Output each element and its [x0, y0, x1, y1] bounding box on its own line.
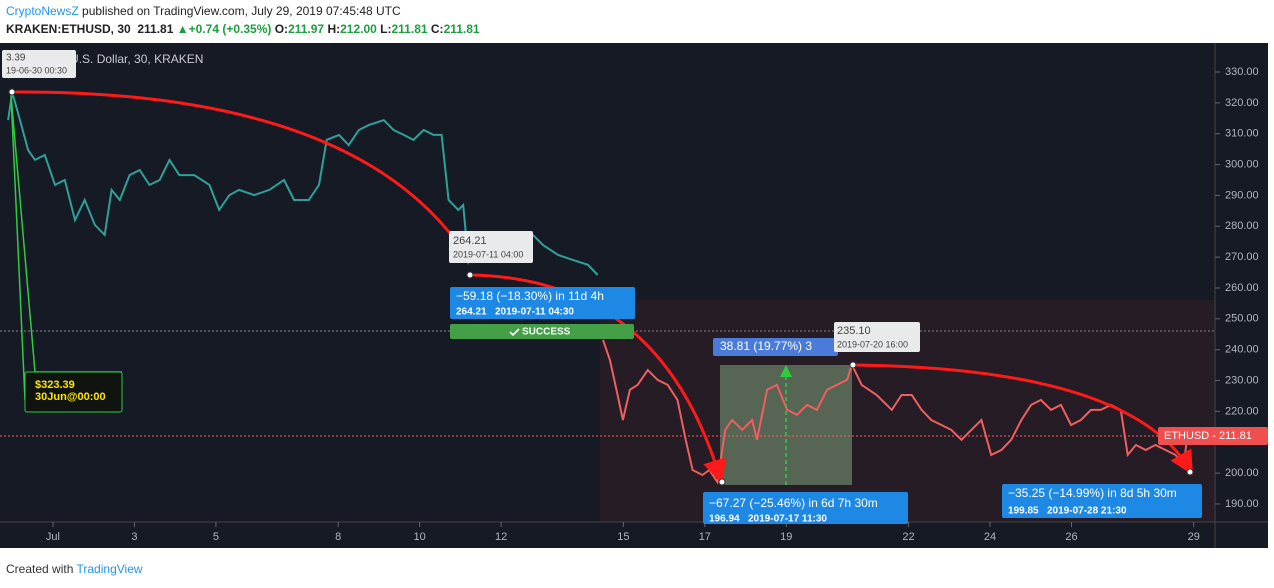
grid: 190.00200.00210.00220.00230.00240.00250.… [46, 66, 1259, 543]
y-tick-label: 200.00 [1225, 467, 1259, 479]
annotation-text: 19-06-30 00:30 [6, 65, 67, 75]
green-line [10, 94, 26, 401]
annotation-text: −59.18 (−18.30%) in 11d 4h [456, 289, 604, 303]
annotation-box [2, 50, 76, 78]
annotation-text: ETHUSD - 211.81 [1164, 430, 1252, 442]
y-tick-label: 260.00 [1225, 282, 1259, 294]
x-tick-label: 24 [984, 531, 996, 543]
y-tick-label: 290.00 [1225, 189, 1259, 201]
y-tick-label: 310.00 [1225, 128, 1259, 140]
point [718, 478, 726, 486]
x-tick-label: 29 [1188, 531, 1200, 543]
annotation-text: SUCCESS [522, 327, 571, 338]
point [466, 271, 474, 279]
ohlc-label: O: [274, 22, 289, 36]
footer-text: Created with [6, 562, 74, 576]
annotation-text: 235.10 [837, 325, 871, 337]
ohlc-value: 211.81 [443, 22, 480, 36]
ohlc-value: 211.97 [288, 22, 325, 36]
annotation-box [24, 371, 123, 413]
x-tick-label: Jul [46, 531, 60, 543]
header-quote: KRAKEN:ETHUSD, 30 211.81 ▲+0.74 (+0.35%)… [6, 22, 480, 36]
y-tick-label: 320.00 [1225, 97, 1259, 109]
annotation-box [834, 322, 920, 352]
annotation-text: 2019-07-17 11:30 [748, 514, 827, 525]
annotation-text: 30Jun@00:00 [35, 391, 106, 403]
red-arc [11, 90, 472, 264]
point [849, 361, 857, 369]
price: 211.81 [137, 22, 174, 36]
y-tick-label: 220.00 [1225, 405, 1259, 417]
y-tick-label: 240.00 [1225, 344, 1259, 356]
x-tick-label: 12 [495, 531, 507, 543]
x-tick-label: 19 [780, 531, 792, 543]
annotation-text: −35.25 (−14.99%) in 8d 5h 30m [1008, 486, 1177, 500]
ohlc-value: 211.81 [391, 22, 428, 36]
y-tick-label: 250.00 [1225, 313, 1259, 325]
annotation-text: 38.81 (19.77%) 3 [720, 339, 812, 353]
annotation-text: 3.39 [6, 53, 26, 64]
x-tick-label: 10 [414, 531, 426, 543]
y-tick-label: 230.00 [1225, 374, 1259, 386]
ohlc-value: 212.00 [340, 22, 377, 36]
annotation-text: −67.27 (−25.46%) in 6d 7h 30m [709, 496, 878, 510]
annotation-text: 2019-07-28 21:30 [1047, 506, 1127, 517]
price-line [602, 339, 1192, 485]
point [8, 88, 16, 96]
points [8, 88, 1194, 486]
annotation-box [450, 287, 635, 319]
check-icon [509, 328, 520, 337]
x-tick-label: 15 [617, 531, 629, 543]
y-tick-label: 330.00 [1225, 66, 1259, 78]
y-tick-label: 190.00 [1225, 498, 1259, 510]
arrow: ▲ [176, 22, 189, 36]
y-tick-label: 270.00 [1225, 251, 1259, 263]
symbol: KRAKEN:ETHUSD, 30 [6, 22, 131, 36]
annotation-box [703, 492, 908, 524]
footer: Created with TradingView [6, 562, 143, 576]
annotation-text: 2019-07-20 16:00 [837, 339, 908, 349]
annotation-box [1158, 427, 1268, 445]
annotation-text: 264.21 [456, 307, 487, 318]
y-tick-label: 280.00 [1225, 220, 1259, 232]
annotation-text: $323.39 [35, 379, 75, 391]
annotation-text: 196.94 [709, 514, 740, 525]
ohlc-label: C: [430, 22, 444, 36]
published: published on TradingView.com, July 29, 2… [82, 4, 401, 18]
header-line: CryptoNewsZ published on TradingView.com… [6, 4, 401, 18]
annotation-text: 264.21 [453, 235, 487, 247]
x-tick-label: 17 [699, 531, 711, 543]
annotation-box [450, 324, 634, 339]
annotation-text: 2019-07-11 04:00 [453, 249, 523, 259]
x-tick-label: 22 [902, 531, 914, 543]
annotation-text: 199.85 [1008, 506, 1039, 517]
change: +0.74 (+0.35%) [188, 22, 272, 36]
ohlc-label: L: [380, 22, 392, 36]
ohlc-label: H: [327, 22, 341, 36]
x-tick-label: 26 [1065, 531, 1077, 543]
annotation-box [713, 338, 838, 356]
annotation-box [1002, 484, 1202, 518]
brand[interactable]: TradingView [76, 562, 143, 576]
publisher[interactable]: CryptoNewsZ [6, 4, 79, 18]
x-tick-label: 3 [131, 531, 137, 543]
point [1186, 468, 1194, 476]
x-tick-label: 5 [213, 531, 219, 543]
annotation-text: 2019-07-11 04:30 [495, 307, 574, 318]
annotation-box [449, 231, 533, 263]
x-tick-label: 8 [335, 531, 341, 543]
y-tick-label: 300.00 [1225, 158, 1259, 170]
